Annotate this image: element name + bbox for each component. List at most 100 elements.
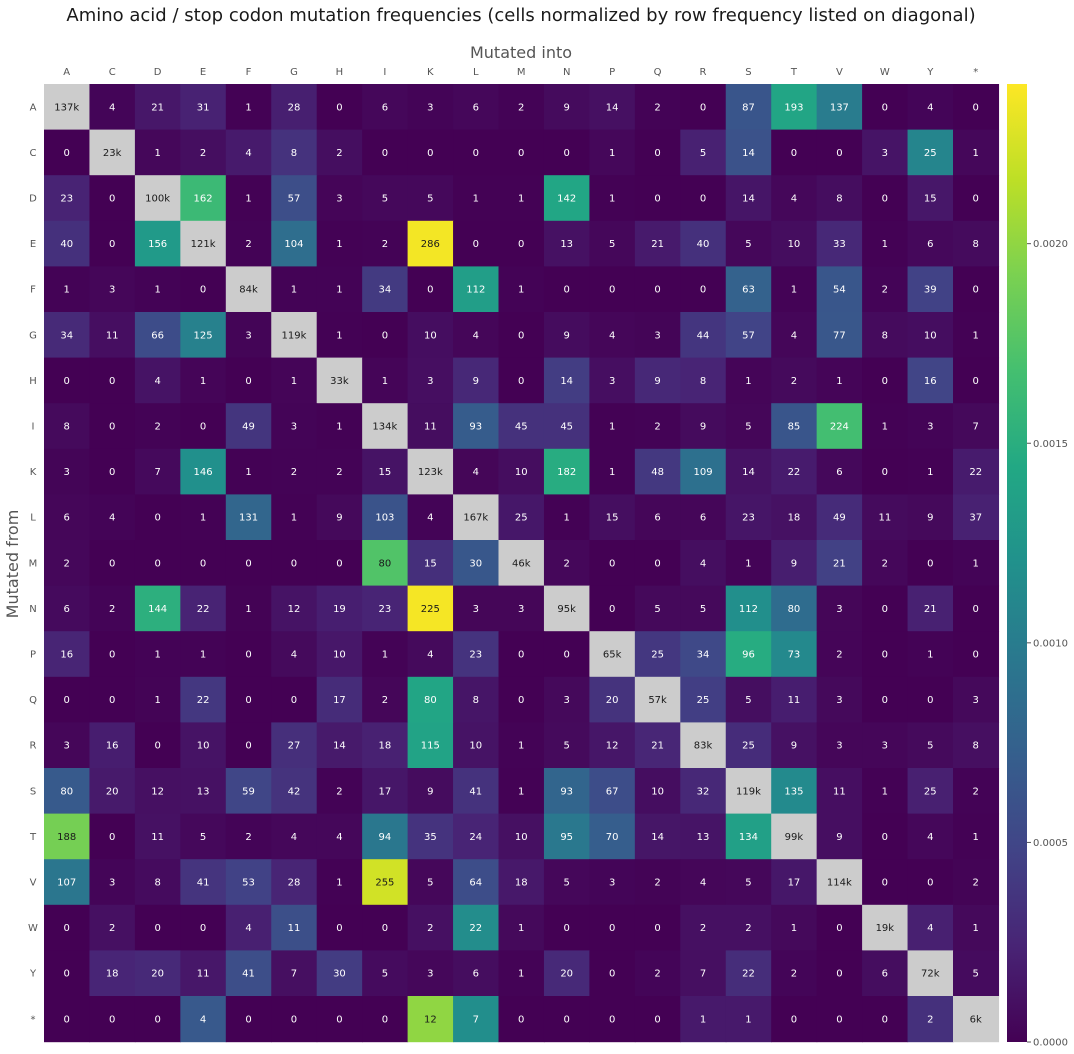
cell-value-label: 0 (518, 1014, 524, 1025)
heatmap-cell (907, 813, 954, 860)
cell-value-label: 3 (473, 604, 479, 615)
cell-value-label: 0 (518, 330, 524, 341)
heatmap-cell (225, 768, 272, 815)
heatmap-cell (44, 676, 91, 723)
heatmap-cell (771, 950, 818, 997)
cell-value-label: 0 (882, 832, 888, 843)
cell-value-label: 11 (833, 786, 846, 797)
heatmap-cell (725, 357, 772, 404)
y-tick-label: N (29, 604, 36, 615)
heatmap-cell (271, 950, 318, 997)
cell-value-label: 15 (924, 194, 937, 205)
heatmap-cell (453, 722, 500, 769)
colorbar: 0.0000 0.0005 0.0010 0.0015 0.0020 (1007, 84, 1068, 1049)
heatmap-cell (634, 676, 681, 723)
cell-value-label: 35 (424, 832, 437, 843)
heatmap-cell (134, 129, 181, 176)
heatmap-cell (771, 813, 818, 860)
cell-value-label: 0 (200, 558, 206, 569)
cell-value-label: 22 (197, 695, 210, 706)
heatmap-cell (89, 996, 136, 1043)
heatmap-cell (725, 996, 772, 1043)
cell-value-label: 1 (336, 422, 342, 433)
cell-value-label: 77 (833, 330, 846, 341)
cell-value-label: 107 (57, 878, 76, 889)
heatmap-cell (771, 220, 818, 267)
heatmap-cell (407, 448, 454, 495)
heatmap-cell (89, 403, 136, 450)
heatmap-cell (362, 585, 409, 632)
cell-value-label: 3 (609, 878, 615, 889)
heatmap-cell (362, 859, 409, 906)
cell-value-label: 0 (791, 148, 797, 159)
cell-value-label: 20 (606, 695, 619, 706)
cell-value-label: 22 (788, 467, 801, 478)
heatmap-cell (362, 996, 409, 1043)
heatmap-cell (89, 494, 136, 541)
heatmap-cell (453, 950, 500, 997)
heatmap-cell (89, 859, 136, 906)
cell-value-label: 3 (973, 695, 979, 706)
cell-value-label: 14 (606, 102, 619, 113)
cell-value-label: 3 (64, 741, 70, 752)
cell-value-label: 2 (654, 102, 660, 113)
heatmap-cell (862, 631, 909, 678)
cell-value-label: 2 (791, 969, 797, 980)
heatmap-cell (44, 859, 91, 906)
heatmap-cell (453, 859, 500, 906)
cell-value-label: 4 (791, 194, 797, 205)
cell-value-label: 34 (60, 330, 73, 341)
heatmap-cell (271, 220, 318, 267)
colorbar-tick-label: 0.0015 (1033, 439, 1068, 450)
cell-value-label: 5 (745, 878, 751, 889)
heatmap-cell (44, 448, 91, 495)
heatmap-cell (225, 813, 272, 860)
heatmap-cell (316, 813, 363, 860)
heatmap-cell (225, 266, 272, 313)
heatmap-cell (89, 357, 136, 404)
cell-value-label: 87 (742, 102, 755, 113)
cell-value-label: 4 (109, 102, 115, 113)
cell-value-label: 73 (788, 650, 801, 661)
cell-value-label: 1 (745, 376, 751, 387)
cell-value-label: 0 (427, 285, 433, 296)
heatmap-cell (134, 676, 181, 723)
heatmap-cell (680, 84, 727, 131)
heatmap-cell (862, 676, 909, 723)
cell-value-label: 100k (145, 194, 170, 205)
cell-value-label: 1 (154, 285, 160, 296)
cell-value-label: 0 (64, 695, 70, 706)
heatmap-cell (453, 631, 500, 678)
heatmap-cell (180, 676, 227, 723)
cell-value-label: 4 (927, 923, 933, 934)
heatmap-cell (134, 403, 181, 450)
cell-value-label: 23 (60, 194, 73, 205)
heatmap-cell (816, 357, 863, 404)
heatmap-cell (953, 722, 1000, 769)
heatmap-cell (89, 129, 136, 176)
x-tick-label: K (427, 67, 434, 78)
heatmap-cell (634, 448, 681, 495)
cell-value-label: 193 (784, 102, 803, 113)
heatmap-cell (725, 494, 772, 541)
cell-value-label: 131 (239, 513, 258, 524)
cell-value-label: 8 (836, 194, 842, 205)
heatmap-cell (589, 129, 636, 176)
cell-value-label: 21 (833, 558, 846, 569)
cell-value-label: 0 (154, 741, 160, 752)
cell-value-label: 0 (518, 239, 524, 250)
heatmap-cell (225, 585, 272, 632)
cell-value-label: 23k (103, 148, 122, 159)
heatmap-cell (680, 631, 727, 678)
cell-value-label: 5 (927, 741, 933, 752)
cell-value-label: 0 (609, 604, 615, 615)
heatmap-cell (771, 129, 818, 176)
cell-value-label: 115 (421, 741, 440, 752)
y-tick-label: D (29, 194, 37, 205)
heatmap-cell (725, 448, 772, 495)
cell-value-label: 1 (291, 376, 297, 387)
cell-value-label: 33 (833, 239, 846, 250)
heatmap-cell (543, 996, 590, 1043)
cell-value-label: 5 (563, 741, 569, 752)
heatmap-cell (89, 175, 136, 222)
